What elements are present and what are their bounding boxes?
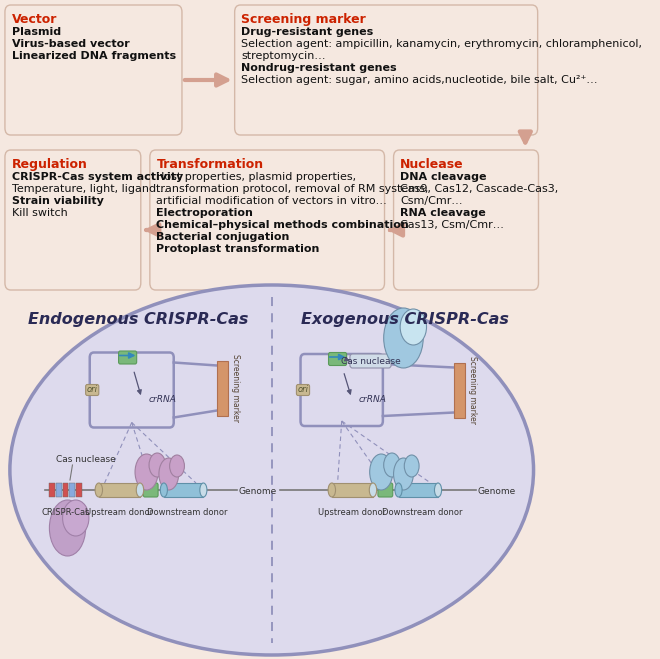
Text: Downstream donor: Downstream donor <box>147 508 228 517</box>
FancyBboxPatch shape <box>119 351 137 364</box>
Ellipse shape <box>383 453 400 477</box>
Text: Csm/Cmr…: Csm/Cmr… <box>400 196 463 206</box>
FancyBboxPatch shape <box>86 384 99 395</box>
Text: Kill switch: Kill switch <box>11 208 67 218</box>
Bar <box>217 360 228 416</box>
Text: Electroporation: Electroporation <box>156 208 253 218</box>
Text: Screening marker: Screening marker <box>230 354 240 422</box>
Text: Strain viability: Strain viability <box>11 196 104 206</box>
Text: Plasmid: Plasmid <box>11 27 61 37</box>
Ellipse shape <box>405 455 419 477</box>
Text: Cas9, Cas12, Cascade-Cas3,: Cas9, Cas12, Cascade-Cas3, <box>400 184 558 194</box>
Text: Selection agent: ampicillin, kanamycin, erythromycin, chloramphenicol,: Selection agent: ampicillin, kanamycin, … <box>242 39 642 49</box>
Text: transformation protocol, removal of RM systems,: transformation protocol, removal of RM s… <box>156 184 429 194</box>
Ellipse shape <box>400 309 426 345</box>
Text: crRNA: crRNA <box>358 395 386 405</box>
Text: Exogenous CRISPR-Cas: Exogenous CRISPR-Cas <box>301 312 509 327</box>
Ellipse shape <box>395 483 402 497</box>
FancyBboxPatch shape <box>143 483 158 497</box>
Ellipse shape <box>136 483 144 497</box>
FancyBboxPatch shape <box>5 5 182 135</box>
Bar <box>399 483 438 497</box>
Ellipse shape <box>50 500 86 556</box>
Text: Nondrug-resistant genes: Nondrug-resistant genes <box>242 63 397 72</box>
Ellipse shape <box>383 308 423 368</box>
Text: Selection agent: sugar, amino acids,nucleotide, bile salt, Cu²⁺…: Selection agent: sugar, amino acids,nucl… <box>242 75 598 85</box>
Text: crRNA: crRNA <box>148 395 176 405</box>
Text: Protoplast transformation: Protoplast transformation <box>156 244 320 254</box>
Text: Drug-resistant genes: Drug-resistant genes <box>242 27 374 37</box>
Text: Regulation: Regulation <box>11 158 87 171</box>
FancyBboxPatch shape <box>350 354 391 368</box>
Ellipse shape <box>434 483 442 497</box>
FancyBboxPatch shape <box>393 150 539 290</box>
Text: Cas nuclease: Cas nuclease <box>341 357 401 366</box>
FancyBboxPatch shape <box>150 150 385 290</box>
Text: Nuclease: Nuclease <box>400 158 464 171</box>
Text: Transformation: Transformation <box>156 158 263 171</box>
Text: Cas13, Csm/Cmr…: Cas13, Csm/Cmr… <box>400 220 504 230</box>
Text: Chemical–physical methods combination: Chemical–physical methods combination <box>156 220 409 230</box>
Bar <box>99 483 140 497</box>
Bar <box>63 483 69 497</box>
Text: Upstream donor: Upstream donor <box>85 508 154 517</box>
Text: ori: ori <box>86 386 98 395</box>
Ellipse shape <box>10 285 533 655</box>
Text: DNA cleavage: DNA cleavage <box>400 172 486 182</box>
Text: Genome: Genome <box>239 488 277 496</box>
Bar <box>332 483 373 497</box>
FancyBboxPatch shape <box>296 384 310 395</box>
FancyBboxPatch shape <box>235 5 538 135</box>
Text: Virus-based vector: Virus-based vector <box>11 39 129 49</box>
Text: streptomycin…: streptomycin… <box>242 51 326 61</box>
Text: Endogenous CRISPR-Cas: Endogenous CRISPR-Cas <box>28 312 249 327</box>
Ellipse shape <box>200 483 207 497</box>
Text: Host properties, plasmid properties,: Host properties, plasmid properties, <box>156 172 356 182</box>
Text: Vector: Vector <box>11 13 57 26</box>
Text: artificial modification of vectors in vitro…: artificial modification of vectors in vi… <box>156 196 387 206</box>
Text: Bacterial conjugation: Bacterial conjugation <box>156 232 290 242</box>
FancyBboxPatch shape <box>329 353 346 366</box>
Text: Upstream donor: Upstream donor <box>318 508 387 517</box>
Ellipse shape <box>328 483 335 497</box>
Text: Screening marker: Screening marker <box>242 13 366 26</box>
Ellipse shape <box>135 454 158 490</box>
Bar <box>69 483 75 497</box>
Text: RNA cleavage: RNA cleavage <box>400 208 486 218</box>
Text: Screening marker: Screening marker <box>468 356 477 424</box>
Bar <box>50 483 55 497</box>
Ellipse shape <box>370 454 393 490</box>
Bar <box>76 483 82 497</box>
Text: Genome: Genome <box>478 488 516 496</box>
Ellipse shape <box>63 500 89 536</box>
Ellipse shape <box>370 483 377 497</box>
Ellipse shape <box>170 455 184 477</box>
Ellipse shape <box>159 458 179 490</box>
FancyBboxPatch shape <box>5 150 141 290</box>
Text: Linearized DNA fragments: Linearized DNA fragments <box>11 51 176 61</box>
Text: CRISPR-Cas system activity: CRISPR-Cas system activity <box>11 172 183 182</box>
Bar <box>454 362 465 418</box>
Text: Cas nuclease: Cas nuclease <box>56 455 116 464</box>
Ellipse shape <box>95 483 102 497</box>
Text: ori: ori <box>298 386 308 395</box>
Ellipse shape <box>160 483 168 497</box>
Text: Temperature, light, ligand…: Temperature, light, ligand… <box>11 184 167 194</box>
Bar <box>164 483 203 497</box>
Text: CRISPR-Cas: CRISPR-Cas <box>42 508 90 517</box>
Bar <box>56 483 62 497</box>
Text: Downstream donor: Downstream donor <box>382 508 463 517</box>
Ellipse shape <box>149 453 166 477</box>
Ellipse shape <box>393 458 413 490</box>
FancyBboxPatch shape <box>378 483 393 497</box>
